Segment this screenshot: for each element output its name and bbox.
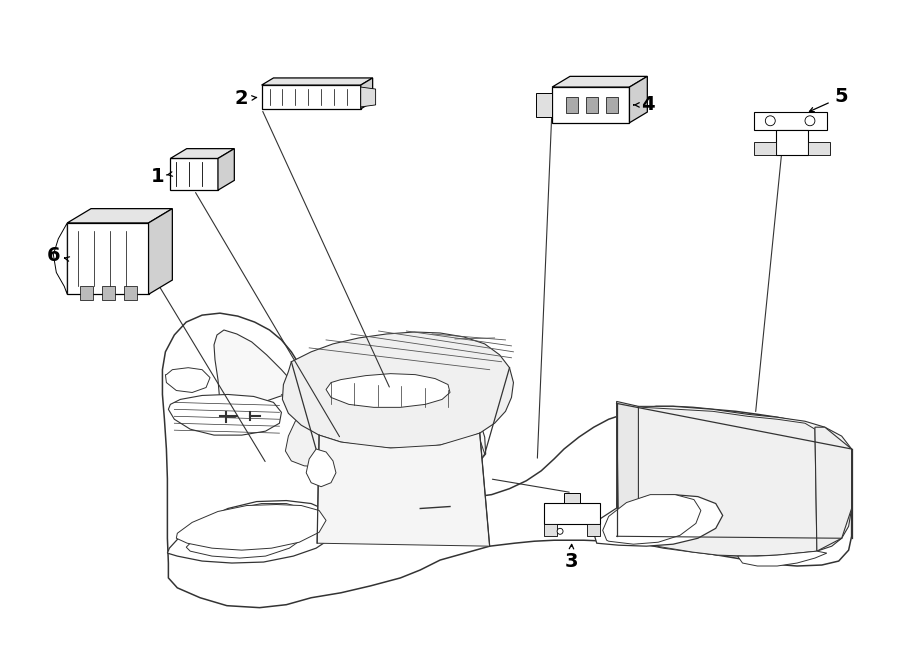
Polygon shape xyxy=(80,287,93,301)
Polygon shape xyxy=(814,427,851,551)
Polygon shape xyxy=(587,524,599,536)
Polygon shape xyxy=(124,287,137,301)
Polygon shape xyxy=(616,403,817,556)
Polygon shape xyxy=(176,504,326,550)
Polygon shape xyxy=(167,500,336,563)
Polygon shape xyxy=(53,223,68,295)
Polygon shape xyxy=(262,85,361,109)
Polygon shape xyxy=(102,287,115,301)
Circle shape xyxy=(805,116,814,126)
Text: 3: 3 xyxy=(564,551,578,571)
Polygon shape xyxy=(306,449,336,487)
Polygon shape xyxy=(536,93,552,117)
Polygon shape xyxy=(68,223,148,295)
Polygon shape xyxy=(168,395,282,435)
Polygon shape xyxy=(218,149,234,190)
Text: 6: 6 xyxy=(47,246,60,265)
Text: 1: 1 xyxy=(150,167,165,186)
Polygon shape xyxy=(616,406,851,556)
Text: 5: 5 xyxy=(835,87,849,107)
Polygon shape xyxy=(285,389,485,481)
Polygon shape xyxy=(629,76,647,122)
Text: 2: 2 xyxy=(235,89,248,109)
Polygon shape xyxy=(564,493,580,502)
Polygon shape xyxy=(186,504,311,558)
Polygon shape xyxy=(361,87,375,107)
Polygon shape xyxy=(594,495,723,546)
Polygon shape xyxy=(283,332,514,448)
Text: 4: 4 xyxy=(642,95,655,115)
Polygon shape xyxy=(606,97,617,113)
Polygon shape xyxy=(552,87,629,122)
Polygon shape xyxy=(326,373,450,407)
Polygon shape xyxy=(776,130,808,156)
Polygon shape xyxy=(166,367,210,393)
Polygon shape xyxy=(603,495,701,544)
Polygon shape xyxy=(317,433,490,546)
Polygon shape xyxy=(754,112,827,130)
Polygon shape xyxy=(616,401,638,544)
Polygon shape xyxy=(552,76,647,87)
Polygon shape xyxy=(738,551,827,566)
Polygon shape xyxy=(162,313,851,608)
Polygon shape xyxy=(544,524,557,536)
Polygon shape xyxy=(754,142,776,156)
Polygon shape xyxy=(808,142,830,156)
Circle shape xyxy=(765,116,775,126)
Polygon shape xyxy=(566,97,578,113)
Polygon shape xyxy=(170,149,234,158)
Polygon shape xyxy=(214,330,486,481)
Polygon shape xyxy=(68,209,172,223)
Circle shape xyxy=(557,528,563,534)
Polygon shape xyxy=(361,78,373,109)
Polygon shape xyxy=(170,158,218,190)
Polygon shape xyxy=(262,78,373,85)
Polygon shape xyxy=(148,209,172,295)
Polygon shape xyxy=(586,97,598,113)
Polygon shape xyxy=(544,502,599,524)
